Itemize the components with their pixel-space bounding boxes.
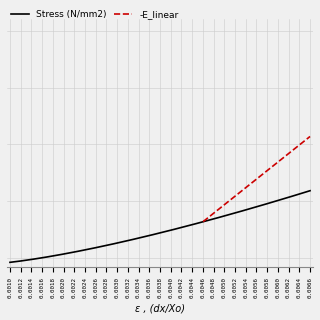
-E_linear (201, 220, 205, 224)
Stress (N/mm2) (8, 260, 12, 264)
Stress (N/mm2) (247, 207, 251, 211)
Legend: Stress (N/mm2), -E_linear: Stress (N/mm2), -E_linear (7, 7, 182, 23)
Stress (N/mm2) (242, 209, 246, 212)
Line: Stress (N/mm2): Stress (N/mm2) (10, 191, 310, 262)
-E_linear (226, 200, 229, 204)
-E_linear (259, 174, 263, 178)
Line: -E_linear: -E_linear (203, 136, 310, 222)
Stress (N/mm2) (129, 238, 133, 242)
X-axis label: ε , (dx/Xo): ε , (dx/Xo) (135, 303, 185, 313)
-E_linear (230, 197, 234, 201)
Stress (N/mm2) (214, 216, 218, 220)
Stress (N/mm2) (39, 256, 43, 260)
-E_linear (238, 190, 242, 194)
Stress (N/mm2) (140, 235, 144, 239)
-E_linear (308, 134, 312, 138)
Stress (N/mm2) (308, 189, 312, 193)
-E_linear (243, 187, 247, 190)
-E_linear (211, 212, 215, 216)
